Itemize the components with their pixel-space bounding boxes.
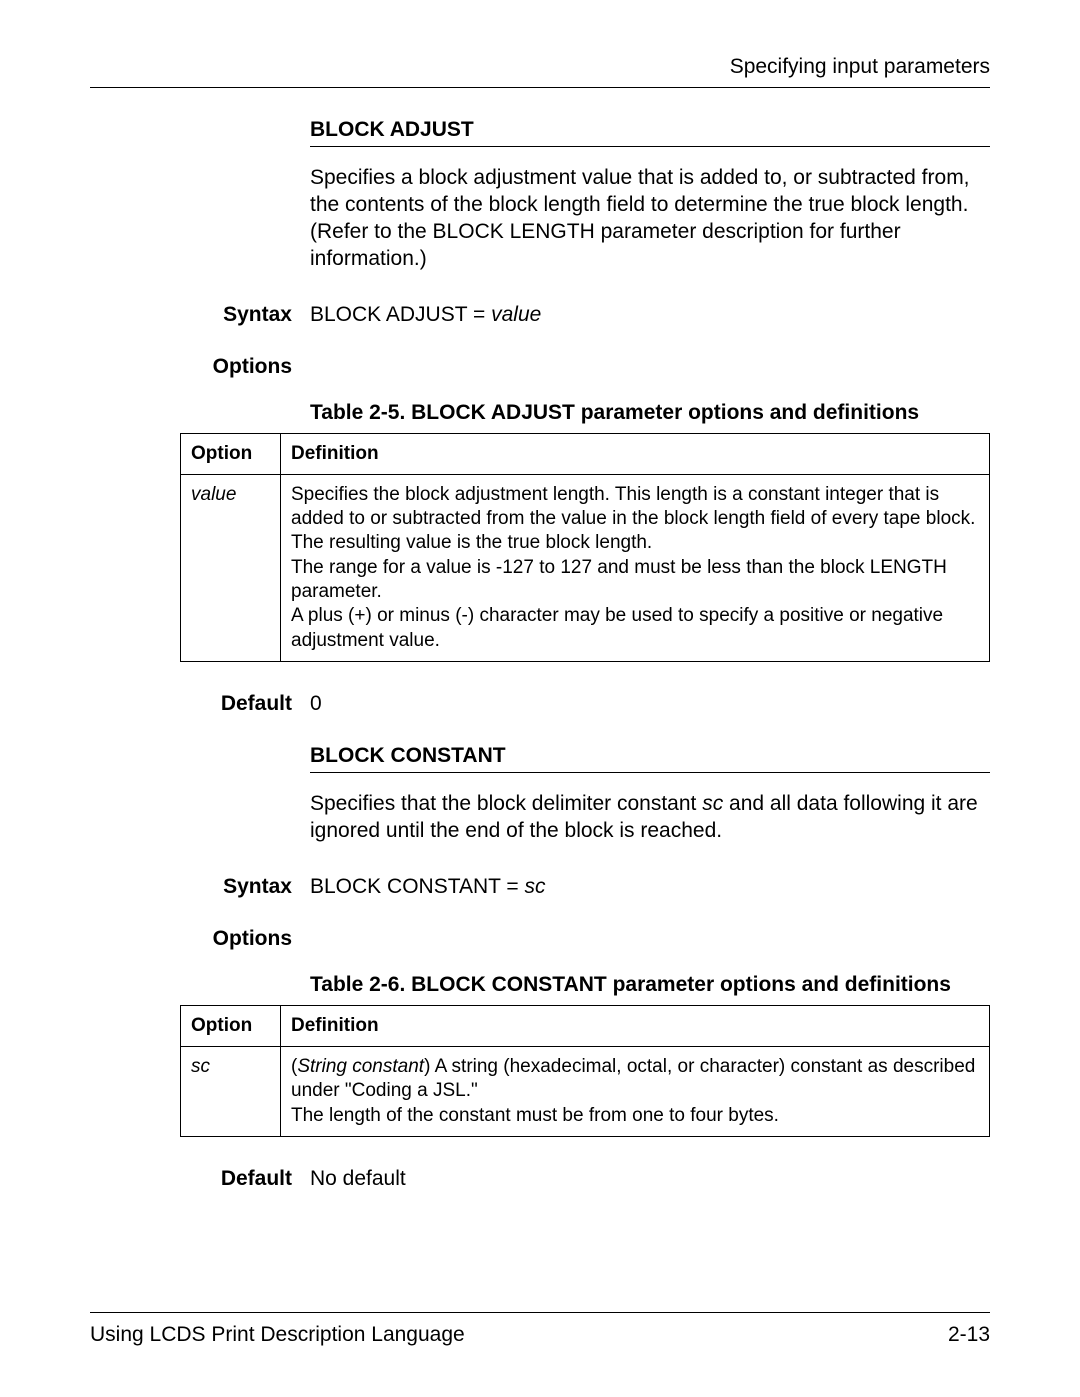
heading-block-constant: BLOCK CONSTANT [310,744,990,773]
definition-cell-block-adjust: Specifies the block adjustment length. T… [281,474,990,661]
syntax-label: Syntax [180,303,310,327]
footer-left: Using LCDS Print Description Language [90,1323,465,1347]
syntax-row-block-constant: Syntax BLOCK CONSTANT = sc [180,875,990,899]
option-cell-sc: sc [181,1047,281,1137]
syntax-value-block-constant: BLOCK CONSTANT = sc [310,875,990,899]
block-adjust-description: Specifies a block adjustment value that … [310,165,990,273]
table-header-row: Option Definition [181,1005,990,1046]
syntax-prefix: BLOCK CONSTANT = [310,875,525,898]
options-label: Options [180,355,310,379]
definition-cell-block-constant: (String constant) A string (hexadecimal,… [281,1047,990,1137]
table-header-row: Option Definition [181,433,990,474]
option-cell-value: value [181,474,281,661]
table-caption-2-5: Table 2-5. BLOCK ADJUST parameter option… [310,401,990,425]
table-caption-2-6: Table 2-6. BLOCK CONSTANT parameter opti… [310,973,990,997]
syntax-value-block-adjust: BLOCK ADJUST = value [310,303,990,327]
syntax-prefix: BLOCK ADJUST = [310,303,491,326]
def-p1: (String constant) A string (hexadecimal,… [291,1055,979,1104]
default-value-block-constant: No default [310,1167,990,1191]
col-option-header: Option [181,1005,281,1046]
def-p1: Specifies the block adjustment length. T… [291,483,979,556]
options-label: Options [180,927,310,951]
default-label: Default [180,1167,310,1191]
running-header: Specifying input parameters [90,55,990,88]
page-footer: Using LCDS Print Description Language 2-… [90,1312,990,1347]
syntax-variable: value [491,303,541,326]
table-block-constant: Option Definition sc (String constant) A… [180,1005,990,1137]
table-row: value Specifies the block adjustment len… [181,474,990,661]
default-value-block-adjust: 0 [310,692,990,716]
col-option-header: Option [181,433,281,474]
default-row-block-constant: Default No default [180,1167,990,1191]
col-definition-header: Definition [281,1005,990,1046]
block-constant-description: Specifies that the block delimiter const… [310,791,990,845]
default-label: Default [180,692,310,716]
table-row: sc (String constant) A string (hexadecim… [181,1047,990,1137]
page: Specifying input parameters BLOCK ADJUST… [0,0,1080,1397]
main-content: BLOCK ADJUST Specifies a block adjustmen… [180,118,990,1191]
footer-right: 2-13 [948,1323,990,1347]
table-block-adjust: Option Definition value Specifies the bl… [180,433,990,663]
desc-var: sc [702,792,723,815]
heading-block-adjust: BLOCK ADJUST [310,118,990,147]
syntax-variable: sc [525,875,546,898]
syntax-label: Syntax [180,875,310,899]
desc-pre: Specifies that the block delimiter const… [310,792,702,815]
col-definition-header: Definition [281,433,990,474]
default-row-block-adjust: Default 0 [180,692,990,716]
def-p2: The length of the constant must be from … [291,1104,979,1128]
syntax-row-block-adjust: Syntax BLOCK ADJUST = value [180,303,990,327]
def-p3: A plus (+) or minus (-) character may be… [291,604,979,653]
def-p2: The range for a value is -127 to 127 and… [291,556,979,605]
def-lead-italic: String constant [297,1056,424,1077]
